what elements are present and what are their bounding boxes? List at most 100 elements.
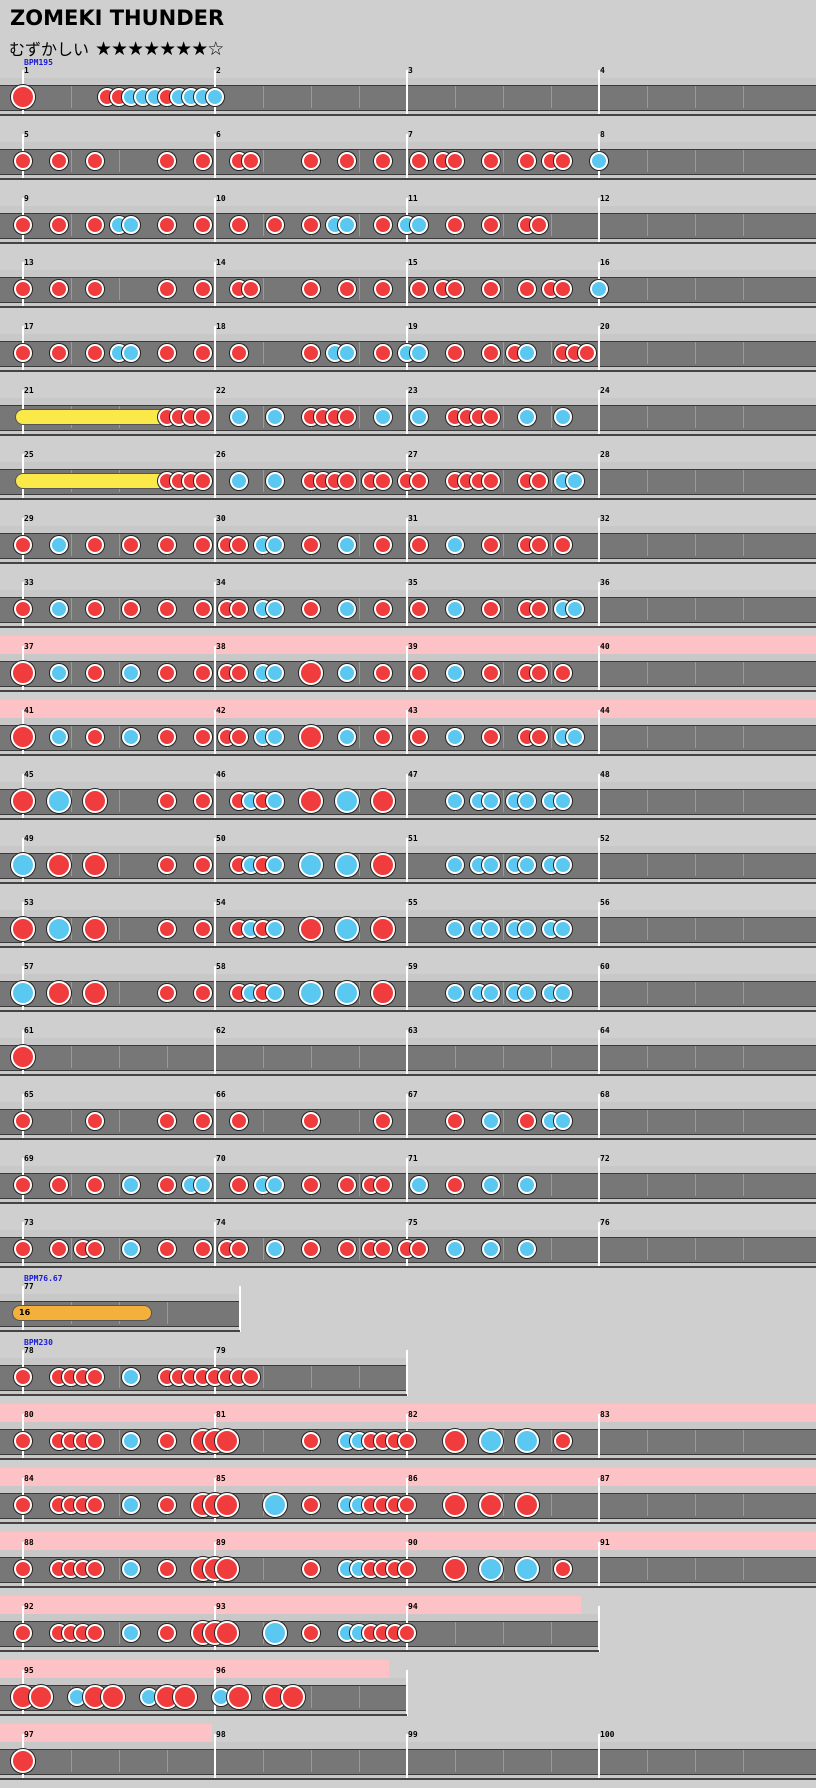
- beat-line: [743, 278, 744, 300]
- beat-line: [359, 918, 360, 940]
- row-divider: [0, 818, 816, 820]
- don-note: [14, 1496, 32, 1514]
- don-note: [86, 1432, 104, 1450]
- beat-line: [647, 214, 648, 236]
- beat-line: [263, 86, 264, 108]
- beat-line: [503, 1494, 504, 1516]
- don-note: [302, 344, 320, 362]
- beat-line: [71, 86, 72, 108]
- don-note: [230, 664, 248, 682]
- measure-line: [598, 646, 600, 692]
- don-note: [398, 1560, 416, 1578]
- big-ka-note: [11, 853, 35, 877]
- measure-line: [214, 390, 216, 436]
- don-note: [158, 920, 176, 938]
- ka-note: [122, 1560, 140, 1578]
- row-divider: [0, 690, 816, 692]
- measure-number: 24: [600, 386, 610, 395]
- don-note: [530, 728, 548, 746]
- ka-note: [266, 408, 284, 426]
- ka-note: [266, 600, 284, 618]
- don-note: [14, 1368, 32, 1386]
- measure-number: 88: [24, 1538, 34, 1547]
- measure-number: 97: [24, 1730, 34, 1739]
- measure-number: 31: [408, 514, 418, 523]
- don-note: [230, 536, 248, 554]
- beat-line: [71, 150, 72, 172]
- beat-line: [503, 1238, 504, 1260]
- beat-line: [359, 406, 360, 428]
- don-note: [194, 664, 212, 682]
- measure-number: 60: [600, 962, 610, 971]
- balloon-note: [12, 1305, 152, 1321]
- beat-line: [695, 1430, 696, 1452]
- beat-line: [743, 726, 744, 748]
- don-note: [302, 1496, 320, 1514]
- don-note: [230, 344, 248, 362]
- measure-line: [598, 1222, 600, 1268]
- don-note: [302, 1432, 320, 1450]
- beat-line: [71, 1174, 72, 1196]
- measure-line: [214, 454, 216, 500]
- big-don-note: [299, 661, 323, 685]
- beat-line: [119, 982, 120, 1004]
- row-divider: [0, 946, 816, 948]
- measure-line: [598, 902, 600, 948]
- don-note: [302, 280, 320, 298]
- beat-line: [743, 86, 744, 108]
- beat-line: [503, 726, 504, 748]
- big-don-note: [101, 1685, 125, 1709]
- beat-line: [71, 214, 72, 236]
- don-note: [194, 856, 212, 874]
- beat-line: [455, 1750, 456, 1772]
- don-note: [302, 152, 320, 170]
- don-note: [242, 152, 260, 170]
- chart-row: 1 2 3 4 BPM195: [0, 58, 816, 124]
- measure-number: 20: [600, 322, 610, 331]
- don-note: [230, 1240, 248, 1258]
- don-note: [302, 216, 320, 234]
- beat-line: [743, 1110, 744, 1132]
- measure-number: 48: [600, 770, 610, 779]
- measure-number: 28: [600, 450, 610, 459]
- measure-number: 94: [408, 1602, 418, 1611]
- measure-number: 92: [24, 1602, 34, 1611]
- ka-note: [338, 664, 356, 682]
- measure-line: [406, 902, 408, 948]
- beat-line: [71, 342, 72, 364]
- big-don-note: [299, 725, 323, 749]
- beat-line: [695, 1238, 696, 1260]
- beat-line: [119, 1750, 120, 1772]
- don-note: [302, 1240, 320, 1258]
- measure-number: 33: [24, 578, 34, 587]
- ka-note: [50, 728, 68, 746]
- beat-line: [359, 214, 360, 236]
- chart-row: 49 50 51 52: [0, 828, 816, 892]
- beat-line: [359, 1686, 360, 1708]
- measure-line: [406, 582, 408, 628]
- beat-line: [359, 982, 360, 1004]
- beat-line: [503, 918, 504, 940]
- don-note: [86, 1624, 104, 1642]
- beat-line: [359, 1174, 360, 1196]
- measure-number: 52: [600, 834, 610, 843]
- ka-note: [338, 600, 356, 618]
- beat-line: [263, 470, 264, 492]
- beat-line: [695, 854, 696, 876]
- beat-line: [743, 1174, 744, 1196]
- don-note: [230, 1112, 248, 1130]
- don-note: [446, 344, 464, 362]
- beat-line: [263, 214, 264, 236]
- beat-line: [71, 1110, 72, 1132]
- note-track: [0, 1685, 407, 1711]
- beat-line: [695, 534, 696, 556]
- big-don-note: [371, 981, 395, 1005]
- measure-line: [598, 582, 600, 628]
- ka-note: [518, 344, 536, 362]
- ka-note: [446, 664, 464, 682]
- beat-line: [695, 790, 696, 812]
- beat-line: [359, 150, 360, 172]
- don-note: [158, 536, 176, 554]
- beat-line: [119, 1430, 120, 1452]
- gogo-highlight: [0, 700, 816, 722]
